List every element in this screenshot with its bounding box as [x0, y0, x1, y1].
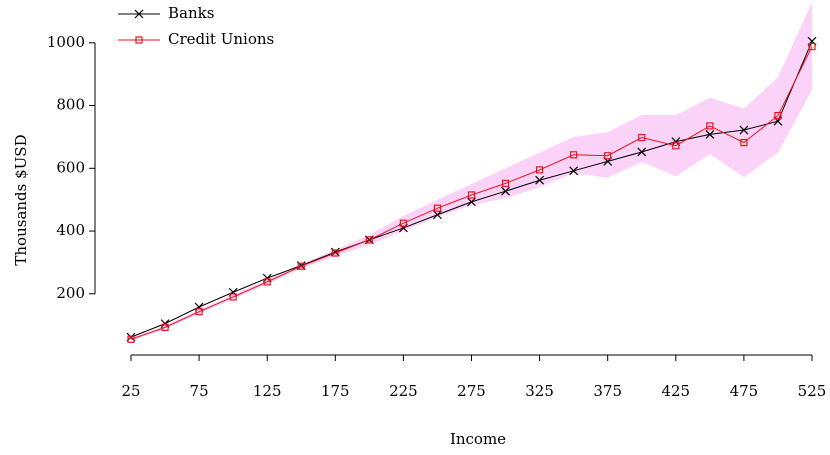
x-tick-label: 525	[798, 382, 827, 400]
point	[297, 262, 305, 270]
point	[570, 151, 578, 159]
point	[705, 129, 715, 139]
x-axis-label: Income	[450, 430, 506, 448]
series-line	[130, 46, 813, 340]
point	[331, 249, 339, 257]
y-axis-label: Thousands $USD	[12, 134, 30, 265]
point	[604, 152, 612, 160]
x-tick-label: 275	[457, 382, 486, 400]
legend-marker	[134, 9, 144, 19]
x-tick-label: 175	[321, 382, 350, 400]
point	[195, 308, 203, 316]
y-tick-label: 800	[56, 96, 85, 114]
x-tick-label: 425	[661, 382, 690, 400]
legend-label: Credit Unions	[168, 30, 274, 48]
legend-label: Banks	[168, 4, 214, 22]
point	[229, 293, 237, 301]
point	[365, 236, 373, 244]
point	[672, 142, 680, 150]
x-tick-label: 225	[389, 382, 418, 400]
x-tick-label: 75	[190, 382, 209, 400]
y-tick-label: 400	[56, 221, 85, 239]
confidence-band	[131, 2, 812, 341]
point	[467, 197, 476, 207]
y-tick-label: 1000	[47, 33, 85, 51]
point	[706, 122, 714, 130]
point	[501, 179, 510, 187]
point	[774, 111, 782, 120]
point	[569, 166, 579, 176]
point	[637, 147, 647, 157]
point	[433, 210, 442, 220]
x-tick-label: 125	[253, 382, 282, 400]
point	[263, 278, 271, 286]
point	[127, 335, 135, 343]
legend-marker	[135, 36, 143, 44]
point	[467, 191, 476, 199]
point	[638, 133, 646, 142]
x-tick-label: 375	[593, 382, 622, 400]
point	[740, 138, 748, 147]
point	[535, 166, 544, 174]
point	[161, 323, 169, 331]
point	[808, 42, 816, 51]
point	[535, 175, 545, 185]
x-tick-label: 325	[525, 382, 554, 400]
point	[739, 125, 749, 135]
y-tick-label: 600	[56, 158, 85, 176]
y-tick-label: 200	[56, 284, 85, 302]
point	[399, 219, 407, 227]
point	[501, 186, 510, 196]
x-tick-label: 475	[730, 382, 759, 400]
x-tick-label: 25	[121, 382, 140, 400]
point	[433, 204, 442, 212]
